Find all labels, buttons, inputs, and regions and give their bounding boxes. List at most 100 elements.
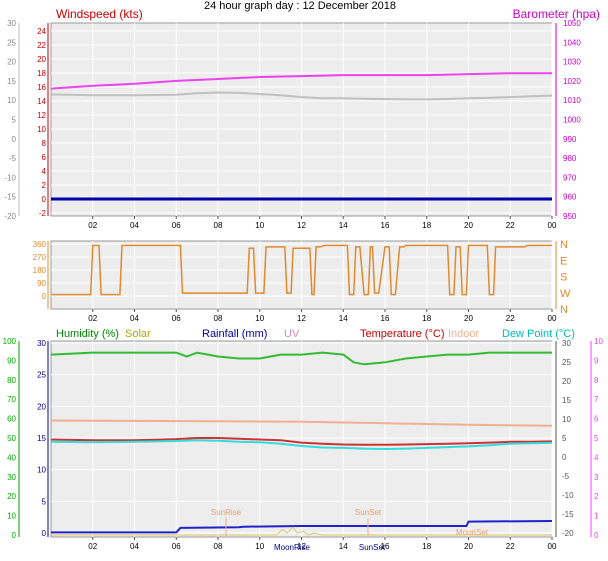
dew-point-line [50, 439, 553, 451]
uv-tick-label: 0 [594, 531, 599, 540]
windspeed-tick-label: 2 [42, 181, 47, 190]
windspeed-tick-label: 0 [42, 195, 47, 204]
x-tick-label: 16 [381, 542, 390, 551]
panel-3-grid [51, 341, 553, 537]
humidity-tick-label: 60 [7, 415, 16, 424]
panel-3-annotations: SunRise SunSet MoonRise SunSet MoonSet [211, 508, 489, 552]
temperature-tick-label: -15 [562, 510, 574, 519]
x-tick-label: 08 [214, 542, 223, 551]
x-tick-label: 00 [548, 314, 557, 323]
x-tick-label: 00 [548, 542, 557, 551]
windspeed-tick-label: 8 [42, 139, 47, 148]
x-tick-label: 20 [464, 221, 473, 230]
rainfall-tick-label: 15 [37, 434, 46, 443]
barometer-tick-label: 1020 [563, 77, 581, 86]
windspeed-tick-label: 18 [37, 69, 46, 78]
windspeed-tick-label: 14 [37, 97, 46, 106]
temperature-tick-label: -10 [562, 491, 574, 500]
humidity-tick-label: 50 [7, 434, 16, 443]
x-tick-label: 14 [339, 314, 348, 323]
x-tick-label: 10 [255, 221, 264, 230]
windspeed-tick-label: 10 [37, 125, 46, 134]
uv-tick-label: 2 [594, 492, 599, 501]
outer-tick-label: -15 [4, 193, 16, 202]
annotation-moonset: MoonSet [456, 528, 489, 537]
barometer-tick-label: 1050 [563, 19, 581, 28]
x-tick-label: 12 [297, 542, 306, 551]
panel-1-axes: 02 04 06 08 10 12 14 16 18 20 22 00-202468101214161… [4, 19, 581, 230]
temperature-tick-label: -20 [562, 529, 574, 538]
temperature-tick-label: 30 [562, 339, 571, 348]
rainfall-tick-label: 20 [37, 402, 46, 411]
uv-tick-label: 8 [594, 376, 599, 385]
uv-tick-label: 3 [594, 473, 599, 482]
humidity-tick-label: 40 [7, 453, 16, 462]
windspeed-tick-label: 6 [42, 153, 47, 162]
rainfall-tick-label: 10 [37, 466, 46, 475]
rainfall-tick-label: 0 [42, 529, 47, 538]
x-tick-label: 22 [506, 314, 515, 323]
outer-series-line [50, 91, 553, 101]
temperature-tick-label: 5 [562, 434, 567, 443]
outer-tick-label: 0 [12, 135, 17, 144]
windspeed-tick-label: 4 [42, 167, 47, 176]
x-tick-label: 10 [255, 314, 264, 323]
windspeed-tick-label: -2 [39, 209, 47, 218]
outer-tick-label: 25 [7, 38, 16, 47]
barometer-line [50, 72, 552, 90]
x-tick-label: 12 [297, 314, 306, 323]
outer-tick-label: -20 [4, 212, 16, 221]
temperature-tick-label: 15 [562, 396, 571, 405]
compass-label: N [560, 239, 568, 251]
barometer-tick-label: 990 [563, 135, 577, 144]
x-tick-label: 22 [506, 221, 515, 230]
x-tick-label: 04 [130, 542, 139, 551]
x-tick-label: 18 [422, 542, 431, 551]
temperature-line [50, 437, 553, 446]
indoor-temperature-line [50, 419, 553, 427]
direction-tick-label: 0 [42, 292, 47, 301]
humidity-tick-label: 100 [3, 337, 17, 346]
humidity-line [50, 351, 552, 366]
legend-rainfall: Rainfall (mm) [202, 328, 267, 340]
direction-tick-label: 90 [37, 279, 46, 288]
outer-tick-label: -10 [4, 173, 16, 182]
legend-indoor: Indoor [448, 328, 480, 340]
temperature-tick-label: 0 [562, 453, 567, 462]
x-tick-label: 08 [214, 221, 223, 230]
panel-3-series [50, 351, 553, 536]
outer-tick-label: 15 [7, 77, 16, 86]
humidity-tick-label: 10 [7, 512, 16, 521]
humidity-tick-label: 20 [7, 492, 16, 501]
panel-1-series [50, 72, 553, 201]
outer-tick-label: 5 [12, 116, 17, 125]
uv-tick-label: 5 [594, 434, 599, 443]
uv-tick-label: 4 [594, 453, 599, 462]
wind-direction-line [51, 244, 552, 296]
x-tick-label: 16 [381, 221, 390, 230]
x-tick-label: 10 [255, 542, 264, 551]
rainfall-tick-label: 5 [42, 497, 47, 506]
annotation-moonrise: MoonRise [274, 543, 311, 552]
x-tick-label: 22 [506, 542, 515, 551]
rainfall-tick-label: 30 [37, 339, 46, 348]
annotation-sunset-axis: SunSet [359, 543, 386, 552]
legend-humidity: Humidity (%) [56, 328, 119, 340]
temperature-tick-label: 20 [562, 377, 571, 386]
compass-label: E [560, 255, 567, 267]
barometer-tick-label: 980 [563, 154, 577, 163]
windspeed-tick-label: 20 [37, 55, 46, 64]
windspeed-tick-label: 22 [37, 41, 46, 50]
humidity-tick-label: 90 [7, 356, 16, 365]
legend-dew-point: Dew Point (°C) [502, 328, 575, 340]
x-tick-label: 20 [464, 314, 473, 323]
uv-tick-label: 9 [594, 356, 599, 365]
humidity-tick-label: 30 [7, 473, 16, 482]
x-tick-label: 02 [88, 221, 97, 230]
x-tick-label: 14 [339, 542, 348, 551]
barometer-tick-label: 950 [563, 212, 577, 221]
x-tick-label: 00 [548, 221, 557, 230]
legend-temperature: Temperature (°C) [360, 328, 444, 340]
